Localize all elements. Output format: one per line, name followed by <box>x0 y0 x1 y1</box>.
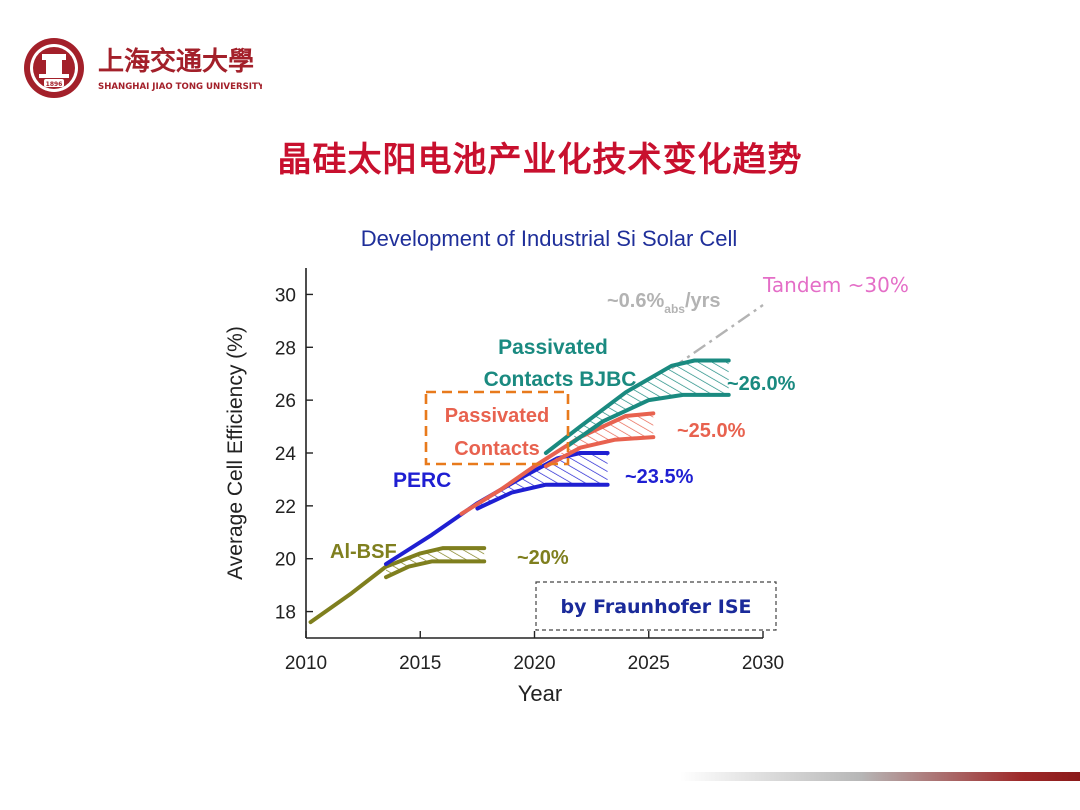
trend-label: ~0.6%abs/yrs <box>607 290 721 316</box>
series-label-bjbc-line2: Contacts BJBC <box>484 368 637 391</box>
university-logo: 1896 上海交通大學 SHANGHAI JIAO TONG UNIVERSIT… <box>22 36 265 100</box>
x-tick-label: 2025 <box>628 653 670 674</box>
y-tick-label: 30 <box>275 285 296 306</box>
y-axis-label: Average Cell Efficiency (%) <box>224 326 247 580</box>
trend-label-value: ~0.6% <box>607 290 664 312</box>
end-label-perc: ~23.5% <box>625 466 694 488</box>
series-label-al-bsf: Al-BSF <box>330 541 397 563</box>
logo-english-name: SHANGHAI JIAO TONG UNIVERSITY <box>98 82 262 92</box>
series-upper-line-1 <box>384 451 610 566</box>
passivated-contacts-box <box>424 390 570 466</box>
slide-title: 晶硅太阳电池产业化技术变化趋势 <box>277 140 803 180</box>
y-tick-label: 24 <box>275 444 297 465</box>
series-upper-line-2 <box>459 411 656 516</box>
y-tick-label: 22 <box>275 497 296 518</box>
series-upper-line-3 <box>543 358 731 455</box>
y-tick-label: 26 <box>275 391 296 412</box>
end-label-al-bsf: ~20% <box>517 547 569 569</box>
x-tick-label: 2020 <box>513 653 555 674</box>
source-note-box <box>535 581 777 631</box>
end-label-passivated-contacts: ~25.0% <box>677 420 746 442</box>
series-lower-line-1 <box>475 482 610 511</box>
series-label-passivated-contacts-line2: Contacts <box>454 438 540 460</box>
chart-title: Development of Industrial Si Solar Cell <box>361 226 738 251</box>
trend-label-sub: abs <box>664 302 685 316</box>
x-axis-label: Year <box>518 681 562 706</box>
footer-bar <box>680 772 1080 781</box>
university-seal-icon: 1896 <box>24 38 84 98</box>
x-tick-label: 2015 <box>399 653 441 674</box>
trend-line <box>670 304 764 370</box>
series-lower-line-3 <box>566 392 731 448</box>
end-label-bjbc: ~26.0% <box>727 373 796 395</box>
series-label-passivated-contacts-line1: Passivated <box>445 405 550 427</box>
logo-year: 1896 <box>46 81 63 88</box>
series-band-2 <box>545 413 654 467</box>
series-lower-line-2 <box>543 435 656 469</box>
y-tick-label: 20 <box>275 550 296 571</box>
series-band-1 <box>477 453 608 509</box>
tandem-label: Tandem ~30% <box>762 273 909 297</box>
series-label-perc: PERC <box>393 469 451 492</box>
source-note: by Fraunhofer ISE <box>560 596 751 618</box>
y-tick-label: 18 <box>275 603 296 624</box>
trend-label-suffix: /yrs <box>685 290 721 312</box>
series-band-0 <box>386 548 485 578</box>
x-tick-label: 2030 <box>742 653 784 674</box>
series-band-3 <box>568 360 729 446</box>
series-lower-line-0 <box>384 559 487 580</box>
series-upper-line-0 <box>308 546 487 625</box>
logo-chinese-name: 上海交通大學 <box>98 46 254 77</box>
series-label-bjbc-line1: Passivated <box>498 336 608 359</box>
x-tick-label: 2010 <box>285 653 327 674</box>
y-tick-label: 28 <box>275 338 296 359</box>
chart-panel <box>205 212 830 712</box>
